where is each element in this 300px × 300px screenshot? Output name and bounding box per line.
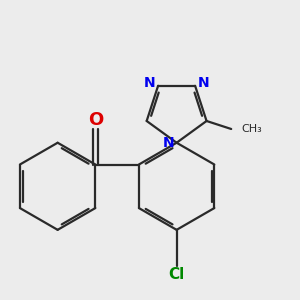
Text: O: O <box>88 111 103 129</box>
Text: N: N <box>144 76 156 90</box>
Text: CH₃: CH₃ <box>242 124 262 134</box>
Text: Cl: Cl <box>169 267 185 282</box>
Text: N: N <box>163 136 174 150</box>
Text: N: N <box>197 76 209 90</box>
